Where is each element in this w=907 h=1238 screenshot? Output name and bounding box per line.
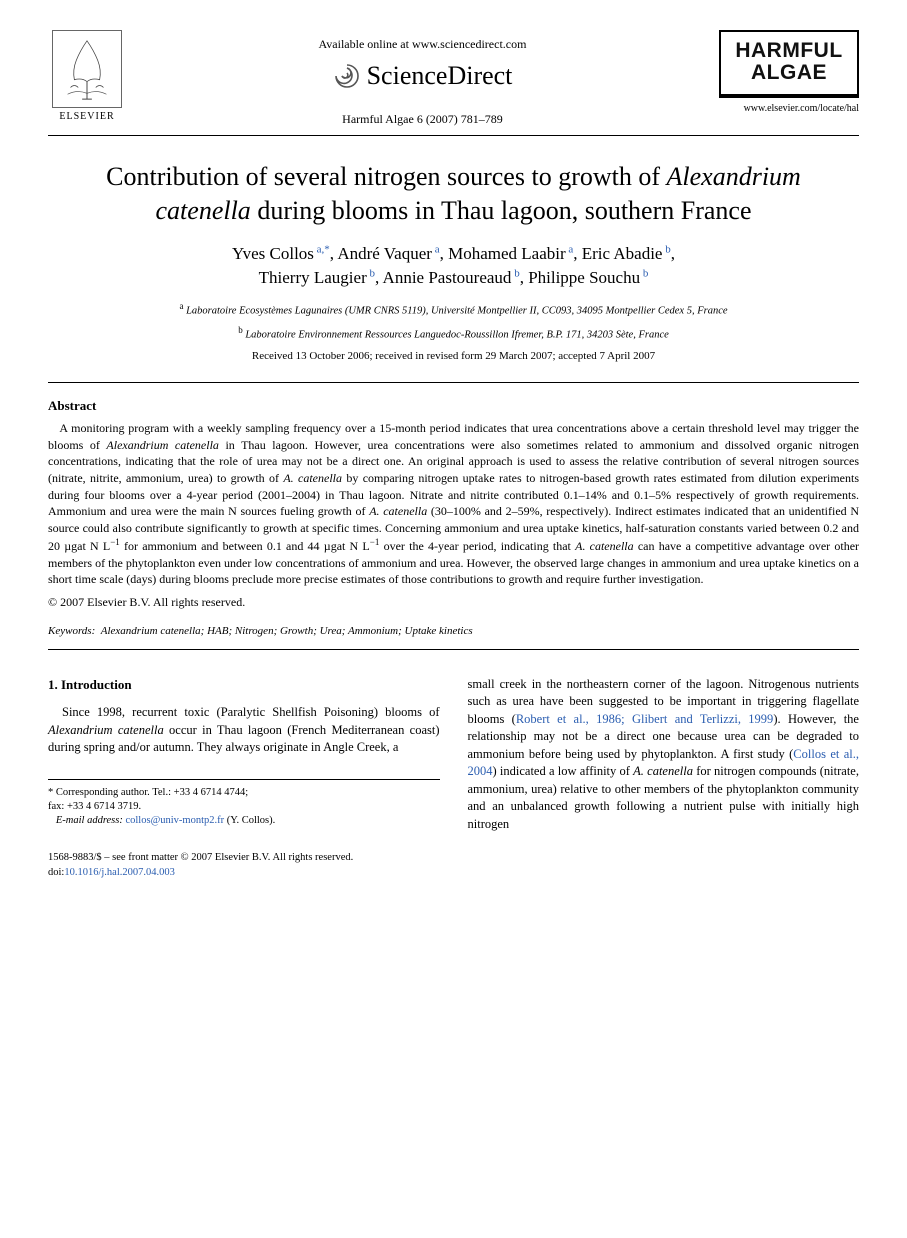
intro-para-right: small creek in the northeastern corner o… [468,676,860,834]
corr-fax: fax: +33 4 6714 3719. [48,800,440,814]
title-post: during blooms in Thau lagoon, southern F… [251,196,752,225]
header-center: Available online at www.sciencedirect.co… [126,30,719,127]
abstract-copyright: © 2007 Elsevier B.V. All rights reserved… [48,594,859,610]
doi-label: doi: [48,867,64,878]
citation-line: Harmful Algae 6 (2007) 781–789 [126,111,719,127]
email-label: E-mail address: [56,815,123,826]
article-title: Contribution of several nitrogen sources… [88,160,819,228]
publisher-logo-block: ELSEVIER [48,30,126,124]
intro-heading: 1. Introduction [48,676,440,694]
post-keywords-rule [48,649,859,650]
journal-url[interactable]: www.elsevier.com/locate/hal [719,102,859,116]
column-left: 1. Introduction Since 1998, recurrent to… [48,676,440,834]
footer-strip: 1568-9883/$ – see front matter © 2007 El… [48,851,859,879]
sd-swirl-icon [333,62,361,90]
doi-link[interactable]: 10.1016/j.hal.2007.04.003 [64,867,175,878]
article-dates: Received 13 October 2006; received in re… [48,349,859,364]
corr-email-line: E-mail address: collos@univ-montp2.fr (Y… [48,814,440,828]
affiliation-b: b Laboratoire Environnement Ressources L… [48,324,859,343]
pre-abstract-rule [48,382,859,383]
author-list: Yves Collos a,*, André Vaquer a, Mohamed… [48,242,859,290]
doi-line: doi:10.1016/j.hal.2007.04.003 [48,866,859,880]
available-online-text: Available online at www.sciencedirect.co… [126,36,719,52]
affiliation-b-text: Laboratoire Environnement Ressources Lan… [245,330,668,341]
title-pre: Contribution of several nitrogen sources… [106,162,666,191]
affiliation-a: a Laboratoire Ecosystèmes Lagunaires (UM… [48,300,859,319]
journal-box-line1: HARMFUL [727,40,851,62]
affil-sup: a, [314,243,324,255]
affil-sup: a [566,243,574,255]
affil-sup: b [662,243,670,255]
publisher-name: ELSEVIER [48,110,126,124]
affil-sup: b [367,267,375,279]
corr-email-paren: (Y. Collos). [227,815,276,826]
header-row: ELSEVIER Available online at www.science… [48,30,859,127]
journal-box: HARMFUL ALGAE [719,30,859,98]
keywords-label: Keywords: [48,625,95,637]
citation-link[interactable]: Robert et al., 1986; Glibert and Terlizz… [516,712,774,726]
top-rule [48,135,859,136]
corr-tel: * Corresponding author. Tel.: +33 4 6714… [48,786,440,800]
issn-line: 1568-9883/$ – see front matter © 2007 El… [48,851,859,865]
keywords-line: Keywords: Alexandrium catenella; HAB; Ni… [48,624,859,639]
abstract-body: A monitoring program with a weekly sampl… [48,420,859,587]
corr-star: * [324,243,330,255]
corr-email[interactable]: collos@univ-montp2.fr [125,815,224,826]
sd-logo-text: ScienceDirect [367,58,513,93]
abstract-heading: Abstract [48,397,859,415]
body-columns: 1. Introduction Since 1998, recurrent to… [48,676,859,834]
affiliation-a-text: Laboratoire Ecosystèmes Lagunaires (UMR … [186,305,727,316]
corresponding-footnote: * Corresponding author. Tel.: +33 4 6714… [48,779,440,829]
elsevier-tree-icon [52,30,122,108]
affil-sup: b [640,267,648,279]
affil-sup: a [432,243,440,255]
journal-brand-block: HARMFUL ALGAE www.elsevier.com/locate/ha… [719,30,859,116]
journal-box-line2: ALGAE [727,62,851,84]
column-right: small creek in the northeastern corner o… [468,676,860,834]
sciencedirect-logo: ScienceDirect [126,58,719,93]
affil-sup: b [511,267,519,279]
intro-para-left: Since 1998, recurrent toxic (Paralytic S… [48,704,440,757]
